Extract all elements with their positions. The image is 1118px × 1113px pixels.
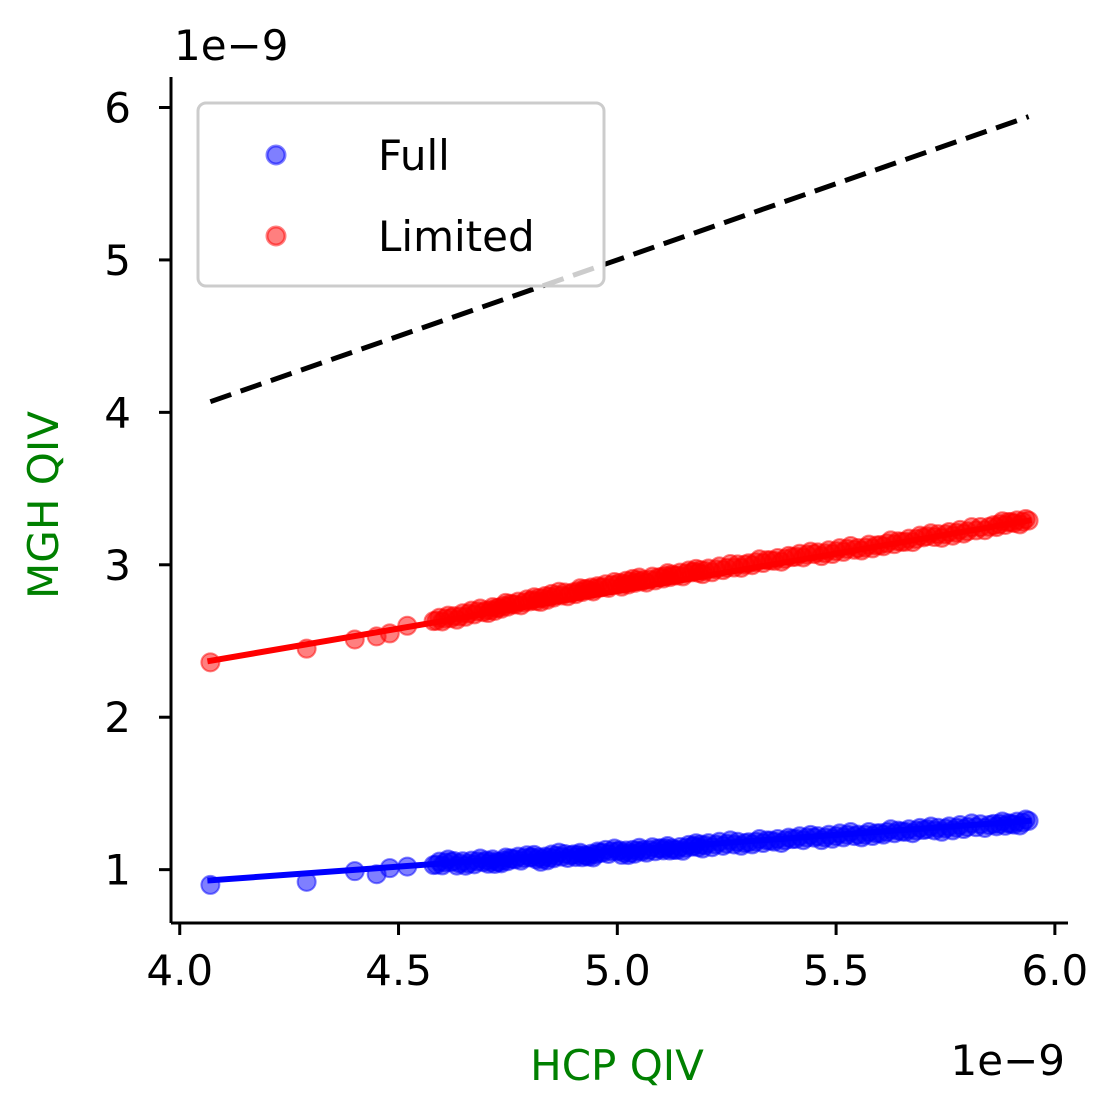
legend-label-full: Full	[378, 131, 450, 180]
x-tick-label: 5.0	[584, 946, 651, 995]
legend-label-limited: Limited	[378, 212, 535, 261]
x-tick-label: 6.0	[1021, 946, 1088, 995]
y-tick-label: 4	[104, 388, 131, 437]
y-offset-label: 1e−9	[174, 21, 288, 70]
legend: Full Limited	[196, 101, 606, 288]
legend-marker-limited	[265, 225, 287, 247]
x-tick-label: 4.5	[365, 946, 432, 995]
y-tick-label: 5	[104, 236, 131, 285]
y-tick-label: 3	[104, 541, 131, 590]
legend-box	[196, 101, 606, 288]
series-layer	[200, 114, 1039, 895]
reference-line	[209, 114, 1030, 405]
fit-line-limited	[206, 517, 1033, 665]
x-offset-label: 1e−9	[951, 1036, 1065, 1085]
y-axis-title: MGH QIV	[19, 411, 68, 599]
y-tick-label: 2	[104, 693, 131, 742]
y-tick-label: 1	[104, 846, 131, 895]
axes-layer	[169, 77, 1068, 925]
legend-marker-full	[265, 144, 287, 166]
y-tick-label: 6	[104, 83, 131, 132]
x-tick-label: 5.5	[803, 946, 870, 995]
ticks-layer: 4.0 4.5 5.0 5.5 6.0 1 2 3 4 5 6	[104, 83, 1088, 995]
x-axis-title: HCP QIV	[530, 1041, 704, 1090]
fit-line-full	[207, 817, 1032, 884]
x-tick-label: 4.0	[146, 946, 213, 995]
